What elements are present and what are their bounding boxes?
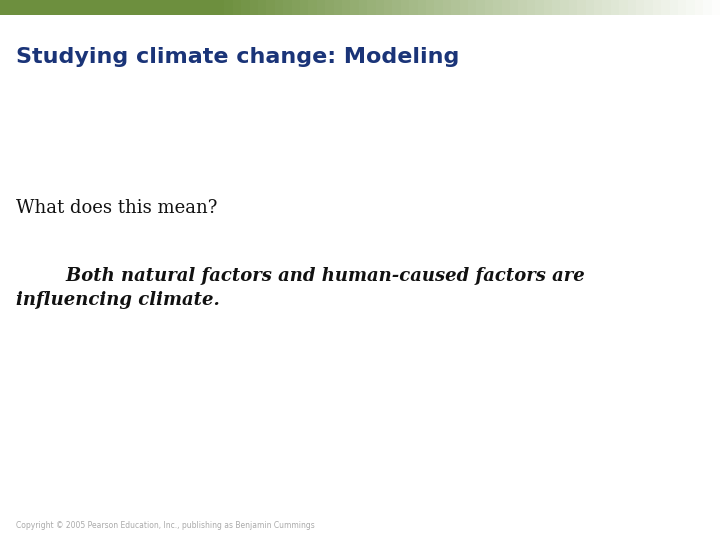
Bar bbox=[451, 0, 461, 15]
Bar bbox=[485, 0, 495, 15]
Bar bbox=[225, 0, 234, 15]
Text: Studying climate change: Modeling: Studying climate change: Modeling bbox=[16, 46, 459, 67]
Bar bbox=[510, 0, 520, 15]
Bar bbox=[468, 0, 478, 15]
Bar bbox=[275, 0, 284, 15]
Bar bbox=[266, 0, 276, 15]
Bar bbox=[434, 0, 444, 15]
Bar bbox=[544, 0, 554, 15]
Bar bbox=[711, 0, 720, 15]
Bar bbox=[502, 0, 511, 15]
Bar bbox=[367, 0, 377, 15]
Bar bbox=[409, 0, 419, 15]
Bar bbox=[258, 0, 268, 15]
Bar bbox=[603, 0, 612, 15]
Bar bbox=[0, 0, 216, 15]
Bar bbox=[619, 0, 629, 15]
Bar bbox=[594, 0, 604, 15]
Bar bbox=[325, 0, 335, 15]
Bar bbox=[342, 0, 352, 15]
Bar bbox=[493, 0, 503, 15]
Bar bbox=[628, 0, 637, 15]
Bar bbox=[359, 0, 369, 15]
Bar bbox=[233, 0, 243, 15]
Bar bbox=[333, 0, 343, 15]
Bar bbox=[283, 0, 293, 15]
Bar bbox=[250, 0, 259, 15]
Bar bbox=[611, 0, 621, 15]
Bar bbox=[300, 0, 310, 15]
Bar bbox=[376, 0, 385, 15]
Bar bbox=[518, 0, 528, 15]
Text: Both natural factors and human-caused factors are
influencing climate.: Both natural factors and human-caused fa… bbox=[16, 267, 585, 309]
Bar bbox=[392, 0, 402, 15]
Bar bbox=[401, 0, 410, 15]
Bar bbox=[527, 0, 536, 15]
Text: Copyright © 2005 Pearson Education, Inc., publishing as Benjamin Cummings: Copyright © 2005 Pearson Education, Inc.… bbox=[16, 521, 315, 530]
Bar bbox=[535, 0, 545, 15]
Bar bbox=[644, 0, 654, 15]
Bar bbox=[585, 0, 595, 15]
Bar bbox=[661, 0, 671, 15]
Bar bbox=[703, 0, 713, 15]
Bar bbox=[670, 0, 680, 15]
Bar bbox=[459, 0, 469, 15]
Text: What does this mean?: What does this mean? bbox=[16, 199, 217, 217]
Bar bbox=[241, 0, 251, 15]
Bar bbox=[418, 0, 428, 15]
Bar bbox=[552, 0, 562, 15]
Bar bbox=[686, 0, 696, 15]
Bar bbox=[308, 0, 318, 15]
Bar bbox=[477, 0, 486, 15]
Bar bbox=[636, 0, 646, 15]
Bar bbox=[292, 0, 302, 15]
Bar bbox=[317, 0, 327, 15]
Bar bbox=[384, 0, 394, 15]
Bar bbox=[653, 0, 662, 15]
Bar bbox=[443, 0, 453, 15]
Bar bbox=[569, 0, 579, 15]
Bar bbox=[560, 0, 570, 15]
Bar bbox=[351, 0, 360, 15]
Bar bbox=[695, 0, 705, 15]
Bar bbox=[426, 0, 436, 15]
Bar bbox=[678, 0, 688, 15]
Bar bbox=[577, 0, 587, 15]
Bar bbox=[216, 0, 226, 15]
